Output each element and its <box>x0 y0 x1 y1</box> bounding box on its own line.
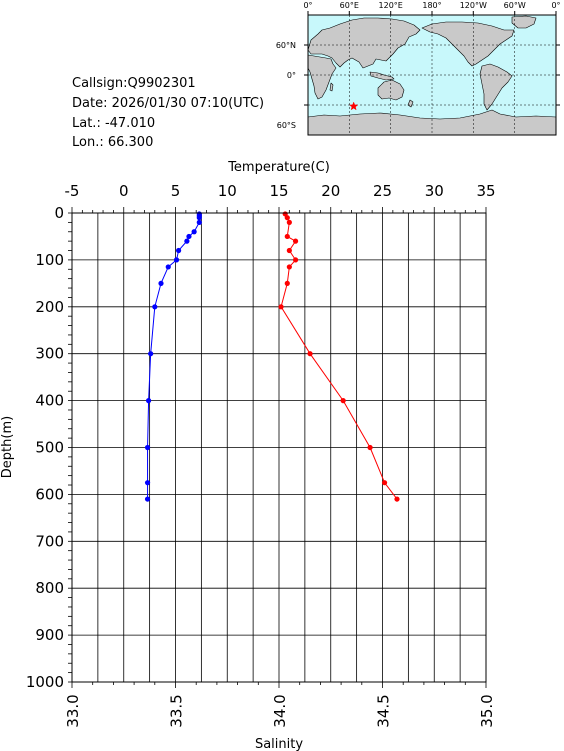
map-lon-label: 0° <box>303 1 312 10</box>
map-lat-label: 60°S <box>277 121 296 130</box>
depth-tick-label: 500 <box>35 439 64 457</box>
salinity-data-point <box>284 280 290 286</box>
temperature-axis-title: Temperature(C) <box>227 160 330 175</box>
salinity-data-point <box>292 238 299 244</box>
temperature-tick-label: -5 <box>65 182 80 200</box>
temperature-data-point <box>165 264 171 270</box>
temperature-data-point <box>145 398 152 404</box>
temperature-tick-label: 5 <box>171 182 181 200</box>
longitude-text: Lon.: 66.300 <box>72 135 153 150</box>
land-madagascar <box>329 82 334 92</box>
depth-tick-label: 200 <box>35 298 64 316</box>
depth-tick-label: 800 <box>35 579 64 597</box>
map-land <box>307 15 557 136</box>
temperature-tick-label: 20 <box>321 182 340 200</box>
depth-tick-label: 600 <box>35 485 64 503</box>
callsign-text: Callsign:Q9902301 <box>72 76 196 91</box>
depth-tick-label: 1000 <box>26 673 64 691</box>
depth-tick-label: 300 <box>35 345 64 363</box>
temperature-data-point <box>144 444 151 451</box>
map-lat-label: 0° <box>287 71 296 80</box>
salinity-data-point <box>284 233 290 240</box>
depth-tick-label: 900 <box>35 626 64 644</box>
land-indonesia <box>369 71 395 81</box>
salinity-data-point <box>394 496 400 502</box>
salinity-data-point <box>286 219 292 225</box>
date-text: Date: 2026/01/30 07:10(UTC) <box>72 96 264 111</box>
temperature-data-point <box>184 238 190 244</box>
salinity-data-point <box>278 304 284 310</box>
temperature-data-point <box>144 480 151 486</box>
map-lon-label: 0° <box>551 1 560 10</box>
temperature-data-point <box>148 351 154 357</box>
chart-frame <box>71 212 487 683</box>
salinity-data-point <box>367 444 373 451</box>
land-north-america <box>421 21 515 67</box>
temperature-data-point <box>196 215 202 221</box>
land-australia <box>377 79 405 101</box>
temperature-tick-label: 25 <box>373 182 392 200</box>
map-frame-ticks <box>304 11 560 106</box>
temperature-data-point <box>186 233 192 240</box>
temperature-data-point <box>176 247 182 254</box>
temperature-profile-line <box>147 213 200 500</box>
land-greenland <box>511 15 537 29</box>
salinity-axis-title: Salinity <box>255 737 303 751</box>
temperature-data-point <box>158 280 164 286</box>
temperature-tick-label: 0 <box>119 182 129 200</box>
latitude-text: Lat.: -47.010 <box>72 116 155 131</box>
salinity-tick-label: 34.0 <box>271 694 289 727</box>
salinity-data-point <box>286 264 292 270</box>
chart-grid <box>71 212 487 683</box>
depth-axis-title: Depth(m) <box>0 416 15 478</box>
salinity-tick-label: 33.5 <box>168 694 186 727</box>
salinity-data-point <box>292 257 299 263</box>
map-lat-labels: 60°N 0° 60°S <box>276 41 296 130</box>
land-africa <box>307 54 337 100</box>
salinity-profile-line <box>280 213 398 500</box>
depth-tick-label: 100 <box>35 251 64 269</box>
map-lon-labels: 0° 60°E 120°E 180° 120°W 60°W 0° <box>303 1 560 10</box>
world-map: 0° 60°E 120°E 180° 120°W 60°W 0° 60°N 0°… <box>276 1 561 136</box>
salinity-tick-label: 35.0 <box>478 694 496 727</box>
salinity-tick-label: 33.0 <box>64 694 82 727</box>
map-lon-label: 180° <box>422 1 441 10</box>
map-graticule <box>308 15 556 135</box>
depth-tick-label: 0 <box>54 204 64 222</box>
temperature-data-point <box>144 496 151 502</box>
salinity-data-point <box>284 215 290 221</box>
salinity-data-point <box>307 351 313 357</box>
map-lon-label: 120°W <box>460 1 487 10</box>
map-lon-label: 60°E <box>340 1 359 10</box>
map-lat-label: 60°N <box>276 41 296 50</box>
temperature-data-point <box>152 304 158 310</box>
temperature-tick-label: 30 <box>425 182 444 200</box>
station-star-icon <box>349 101 359 111</box>
temperature-data-point <box>191 229 197 235</box>
station-info: Callsign:Q9902301 Date: 2026/01/30 07:10… <box>72 76 264 150</box>
temperature-tick-label: 15 <box>269 182 288 200</box>
land-south-america <box>479 63 513 111</box>
land-eurasia <box>307 17 421 69</box>
chart-ticks <box>68 207 487 688</box>
map-lon-label: 60°W <box>504 1 526 10</box>
salinity-data-point <box>381 480 388 486</box>
salinity-tick-label: 34.5 <box>375 694 393 727</box>
map-lon-label: 120°E <box>379 1 403 10</box>
temperature-data-point <box>173 257 180 263</box>
temperature-data-point <box>196 219 202 225</box>
salinity-data-point <box>286 247 292 254</box>
depth-tick-label: 700 <box>35 532 64 550</box>
chart-series <box>144 211 400 502</box>
temperature-tick-label: 35 <box>476 182 495 200</box>
depth-tick-label: 400 <box>35 392 64 410</box>
salinity-data-point <box>340 398 346 404</box>
temperature-tick-label: 10 <box>218 182 237 200</box>
